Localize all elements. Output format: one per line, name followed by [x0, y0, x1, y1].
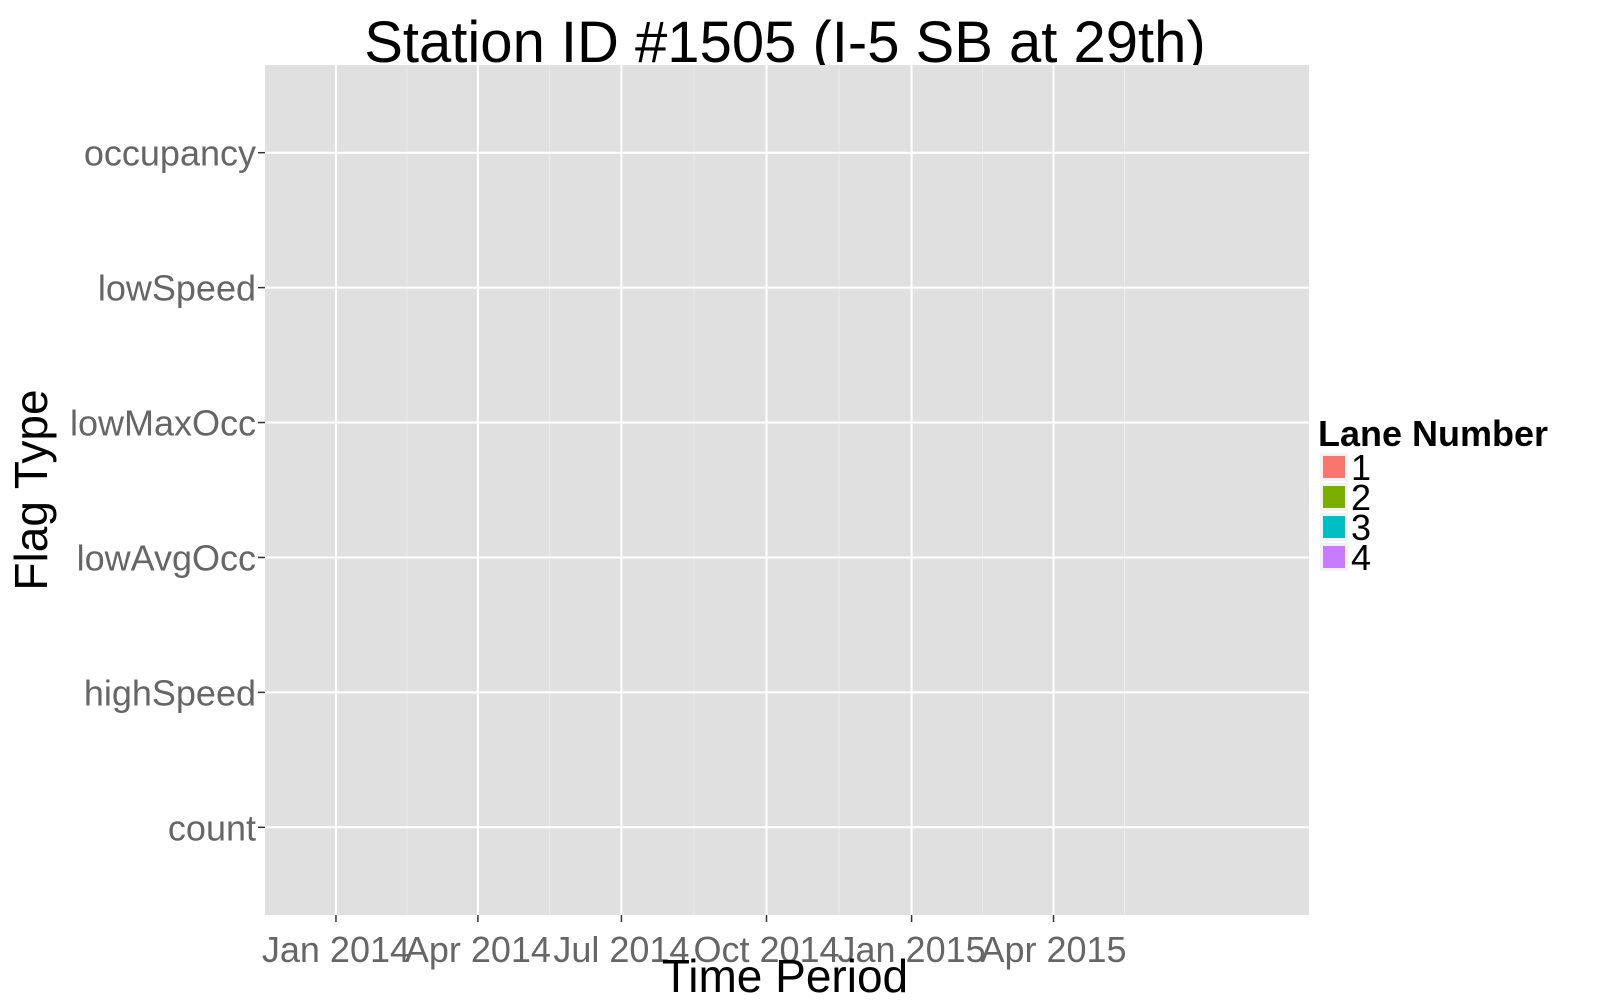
chart-title: Station ID #1505 (I-5 SB at 29th) — [364, 10, 1205, 75]
plot-panel — [265, 65, 1309, 915]
legend-entry-label: 1 — [1351, 447, 1371, 488]
legend-key-swatch — [1323, 456, 1345, 478]
x-tick-label: Apr 2015 — [980, 929, 1126, 970]
x-tick-label: Jan 2015 — [838, 929, 986, 970]
legend-entry-label: 3 — [1351, 507, 1371, 548]
legend-entry-label: 4 — [1351, 537, 1371, 578]
y-tick-label: lowMaxOcc — [70, 403, 256, 444]
y-axis: count highSpeed lowAvgOcc lowMaxOcc lowSpeed… — [70, 133, 265, 848]
y-axis-title: Flag Type — [5, 389, 57, 590]
x-tick-label: Apr 2014 — [405, 929, 551, 970]
y-tick-label: lowAvgOcc — [77, 537, 256, 578]
y-tick-label: lowSpeed — [98, 268, 256, 309]
x-tick-label: Jul 2014 — [553, 929, 689, 970]
x-tick-label: Jan 2014 — [262, 929, 410, 970]
x-axis-title: Time Period — [662, 950, 908, 1000]
legend-key-swatch — [1323, 486, 1345, 508]
legend-entry-label: 2 — [1351, 477, 1371, 518]
y-tick-label: occupancy — [84, 133, 256, 174]
legend-key-swatch — [1323, 546, 1345, 568]
legend-key-swatch — [1323, 516, 1345, 538]
grid-lines — [265, 65, 1309, 915]
x-tick-label: Oct 2014 — [693, 929, 839, 970]
legend-title: Lane Number — [1318, 413, 1548, 454]
y-tick-label: highSpeed — [84, 672, 256, 713]
y-tick-label: count — [168, 807, 256, 848]
